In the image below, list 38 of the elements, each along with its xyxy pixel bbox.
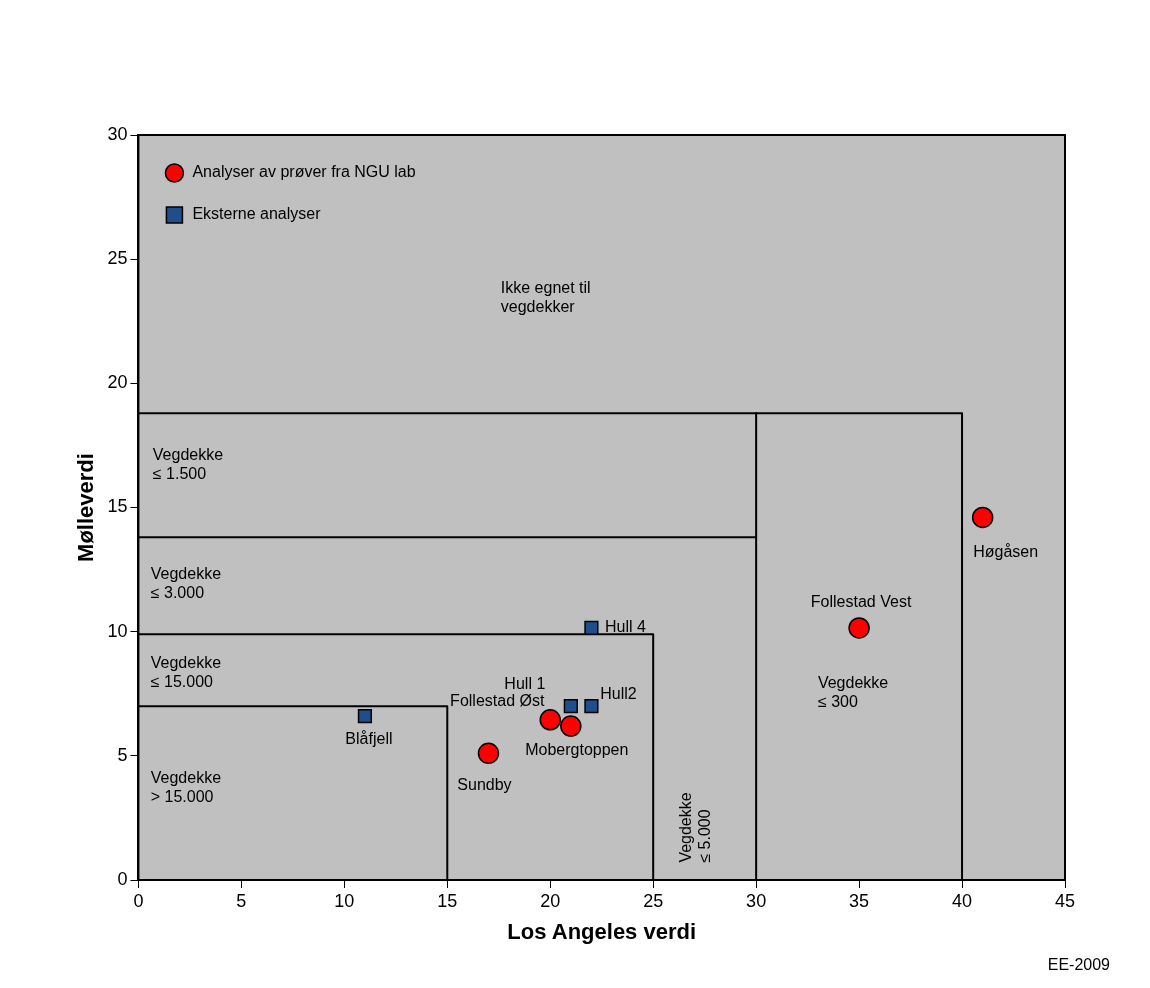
x-tick-label: 15 [437, 890, 458, 911]
data-label: Follestad Vest [810, 593, 912, 611]
x-tick-label: 35 [849, 890, 870, 911]
y-axis-title: Mølleverdi [73, 453, 99, 562]
y-tick-label: 20 [107, 372, 128, 393]
data-label: Mobergtoppen [525, 741, 629, 759]
y-tick-label: 5 [117, 744, 128, 765]
annotation: Vegdekke ≤ 5.000 [676, 792, 713, 863]
x-tick-label: 30 [746, 890, 767, 911]
y-tick-label: 25 [107, 248, 128, 269]
x-tick-label: 25 [643, 890, 664, 911]
x-axis-title: Los Angeles verdi [507, 918, 697, 944]
annotation: Vegdekke ≤ 1.500 [152, 445, 224, 482]
data-label: Høgåsen [973, 542, 1039, 560]
x-tick-label: 0 [133, 890, 144, 911]
y-tick-label: 0 [117, 868, 128, 889]
legend-label: Eksterne analyser [192, 205, 322, 223]
data-label: Follestad Øst [450, 692, 545, 710]
annotation: Ikke egnet til vegdekker [500, 279, 591, 316]
x-tick-label: 10 [334, 890, 355, 911]
x-tick-label: 20 [540, 890, 561, 911]
y-tick-label: 10 [107, 620, 128, 641]
y-tick-label: 30 [107, 123, 128, 144]
annotation: Vegdekke ≤ 300 [817, 674, 889, 711]
data-label: Hull 1 [504, 674, 546, 692]
y-tick-label: 15 [107, 496, 128, 517]
text: EE-2009 [1047, 956, 1110, 974]
x-tick-label: 5 [236, 890, 247, 911]
annotation: Vegdekke > 15.000 [150, 768, 222, 805]
legend-label: Analyser av prøver fra NGU lab [192, 163, 416, 181]
annotation: Vegdekke ≤ 15.000 [150, 654, 222, 691]
x-tick-label: 45 [1054, 890, 1076, 911]
data-label: Hull2 [600, 684, 637, 702]
x-tick-label: 40 [952, 890, 973, 911]
data-label: Hull 4 [604, 618, 646, 636]
annotation: Vegdekke ≤ 3.000 [150, 564, 222, 601]
data-label: Blåfjell [345, 729, 393, 747]
data-label: Sundby [457, 775, 512, 793]
